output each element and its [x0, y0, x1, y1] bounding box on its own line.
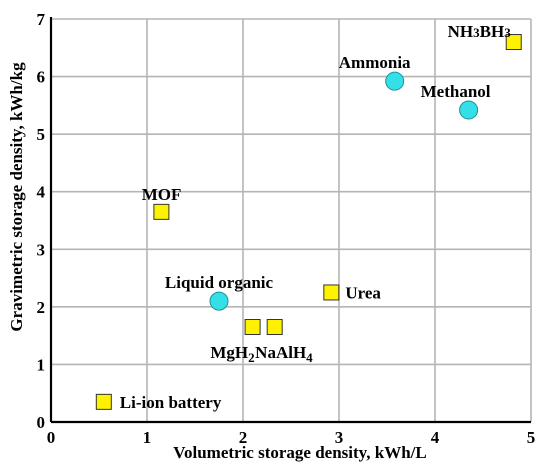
- point-urea: [323, 284, 340, 301]
- y-tick-label: 7: [37, 10, 46, 29]
- y-tick-label: 4: [37, 183, 46, 202]
- x-tick-label: 4: [431, 428, 440, 447]
- point-nh3bh3: [505, 34, 522, 51]
- label-nh3bh3: NH3BH3: [448, 22, 512, 41]
- label-ammonia: Ammonia: [339, 53, 411, 72]
- y-tick-label: 6: [37, 68, 46, 87]
- y-tick-label: 3: [37, 240, 46, 259]
- point-ammonia: [385, 71, 405, 91]
- label-li-ion-battery: Li-ion battery: [120, 393, 222, 412]
- axes: [49, 17, 531, 424]
- point-mgh2: [244, 319, 261, 336]
- x-axis-label: Volumetric storage density, kWh/L: [173, 443, 426, 462]
- x-tick-label: 3: [335, 428, 344, 447]
- x-tick-label: 5: [527, 428, 536, 447]
- y-axis-label: Gravimetric storage density, kWh/kg: [7, 62, 26, 332]
- label-liquid-organic: Liquid organic: [165, 273, 274, 292]
- grid-lines: [51, 18, 532, 422]
- y-tick-label: 0: [37, 413, 46, 432]
- point-li-ion-battery: [95, 393, 112, 410]
- point-liquid-organic: [209, 291, 229, 311]
- tick-labels: 0 1 2 3 4 5 0 1 2 3 4 5 6 7: [37, 10, 536, 447]
- point-mof: [153, 203, 170, 220]
- label-mgh2: MgH2: [210, 343, 254, 365]
- label-methanol: Methanol: [421, 82, 491, 101]
- y-tick-label: 1: [37, 355, 46, 374]
- data-points: [95, 34, 522, 410]
- y-tick-label: 5: [37, 125, 46, 144]
- label-urea: Urea: [345, 283, 381, 302]
- point-labels: Li-ion battery MOF Liquid organic MgH2 NaAlH…: [120, 22, 511, 412]
- label-mof: MOF: [142, 185, 182, 204]
- label-naalh4: NaAlH4: [255, 343, 313, 365]
- point-methanol: [459, 100, 479, 120]
- x-tick-label: 2: [239, 428, 248, 447]
- point-naalh4: [266, 319, 283, 336]
- y-tick-label: 2: [37, 298, 46, 317]
- x-tick-label: 0: [47, 428, 56, 447]
- x-tick-label: 1: [143, 428, 152, 447]
